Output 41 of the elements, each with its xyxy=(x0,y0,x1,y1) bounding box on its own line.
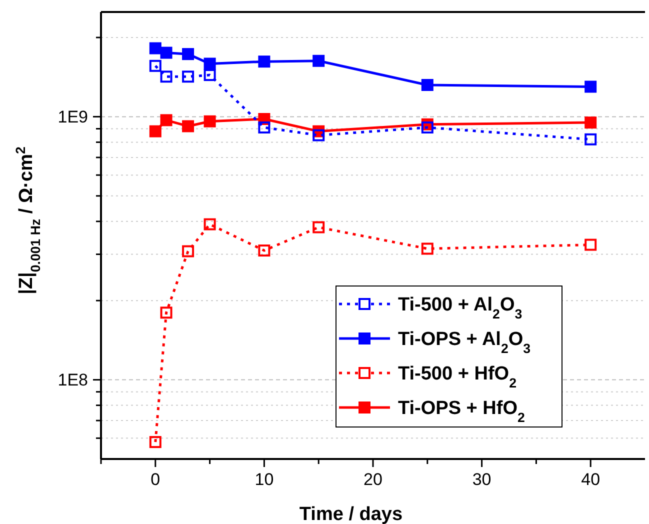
point xyxy=(182,120,194,132)
x-tick-label: 0 xyxy=(150,470,160,489)
point xyxy=(312,129,325,142)
point xyxy=(258,56,270,68)
point xyxy=(204,69,216,82)
legend-label: Ti-OPS + HfO$_{2}$ xyxy=(398,398,525,425)
legend-label: Ti-500 + HfO$_{2}$ xyxy=(398,364,516,390)
point xyxy=(312,54,325,67)
x-tick-label: 10 xyxy=(254,470,274,489)
legend-label: Ti-500 + Al$_{2}$O$_{3}$ xyxy=(398,294,522,322)
point xyxy=(182,245,194,258)
point xyxy=(160,306,172,319)
point xyxy=(421,121,434,134)
x-tick-label: 40 xyxy=(581,470,600,489)
point xyxy=(584,116,597,129)
point xyxy=(182,70,194,83)
point xyxy=(584,133,597,146)
point xyxy=(421,78,434,91)
point xyxy=(258,121,270,134)
point xyxy=(204,115,216,128)
point xyxy=(149,125,162,138)
x-tick-label: 30 xyxy=(472,470,492,489)
point xyxy=(149,436,162,448)
y-tick-label: 1E9 xyxy=(58,108,88,127)
point xyxy=(149,42,162,54)
point xyxy=(160,46,172,59)
point xyxy=(584,80,597,93)
y-tick-label: 1E8 xyxy=(58,370,88,390)
point xyxy=(160,114,172,126)
point xyxy=(160,70,172,83)
x-tick-label: 20 xyxy=(364,470,382,489)
point xyxy=(421,242,434,255)
point xyxy=(258,244,270,257)
x-axis-title: Time / days xyxy=(299,504,403,524)
point xyxy=(584,238,597,251)
point xyxy=(204,218,216,230)
point xyxy=(149,60,162,72)
point xyxy=(182,48,194,60)
point xyxy=(204,58,216,70)
legend-label: Ti-OPS + Al$_{2}$O$_{3}$ xyxy=(398,329,531,356)
point xyxy=(312,221,325,234)
